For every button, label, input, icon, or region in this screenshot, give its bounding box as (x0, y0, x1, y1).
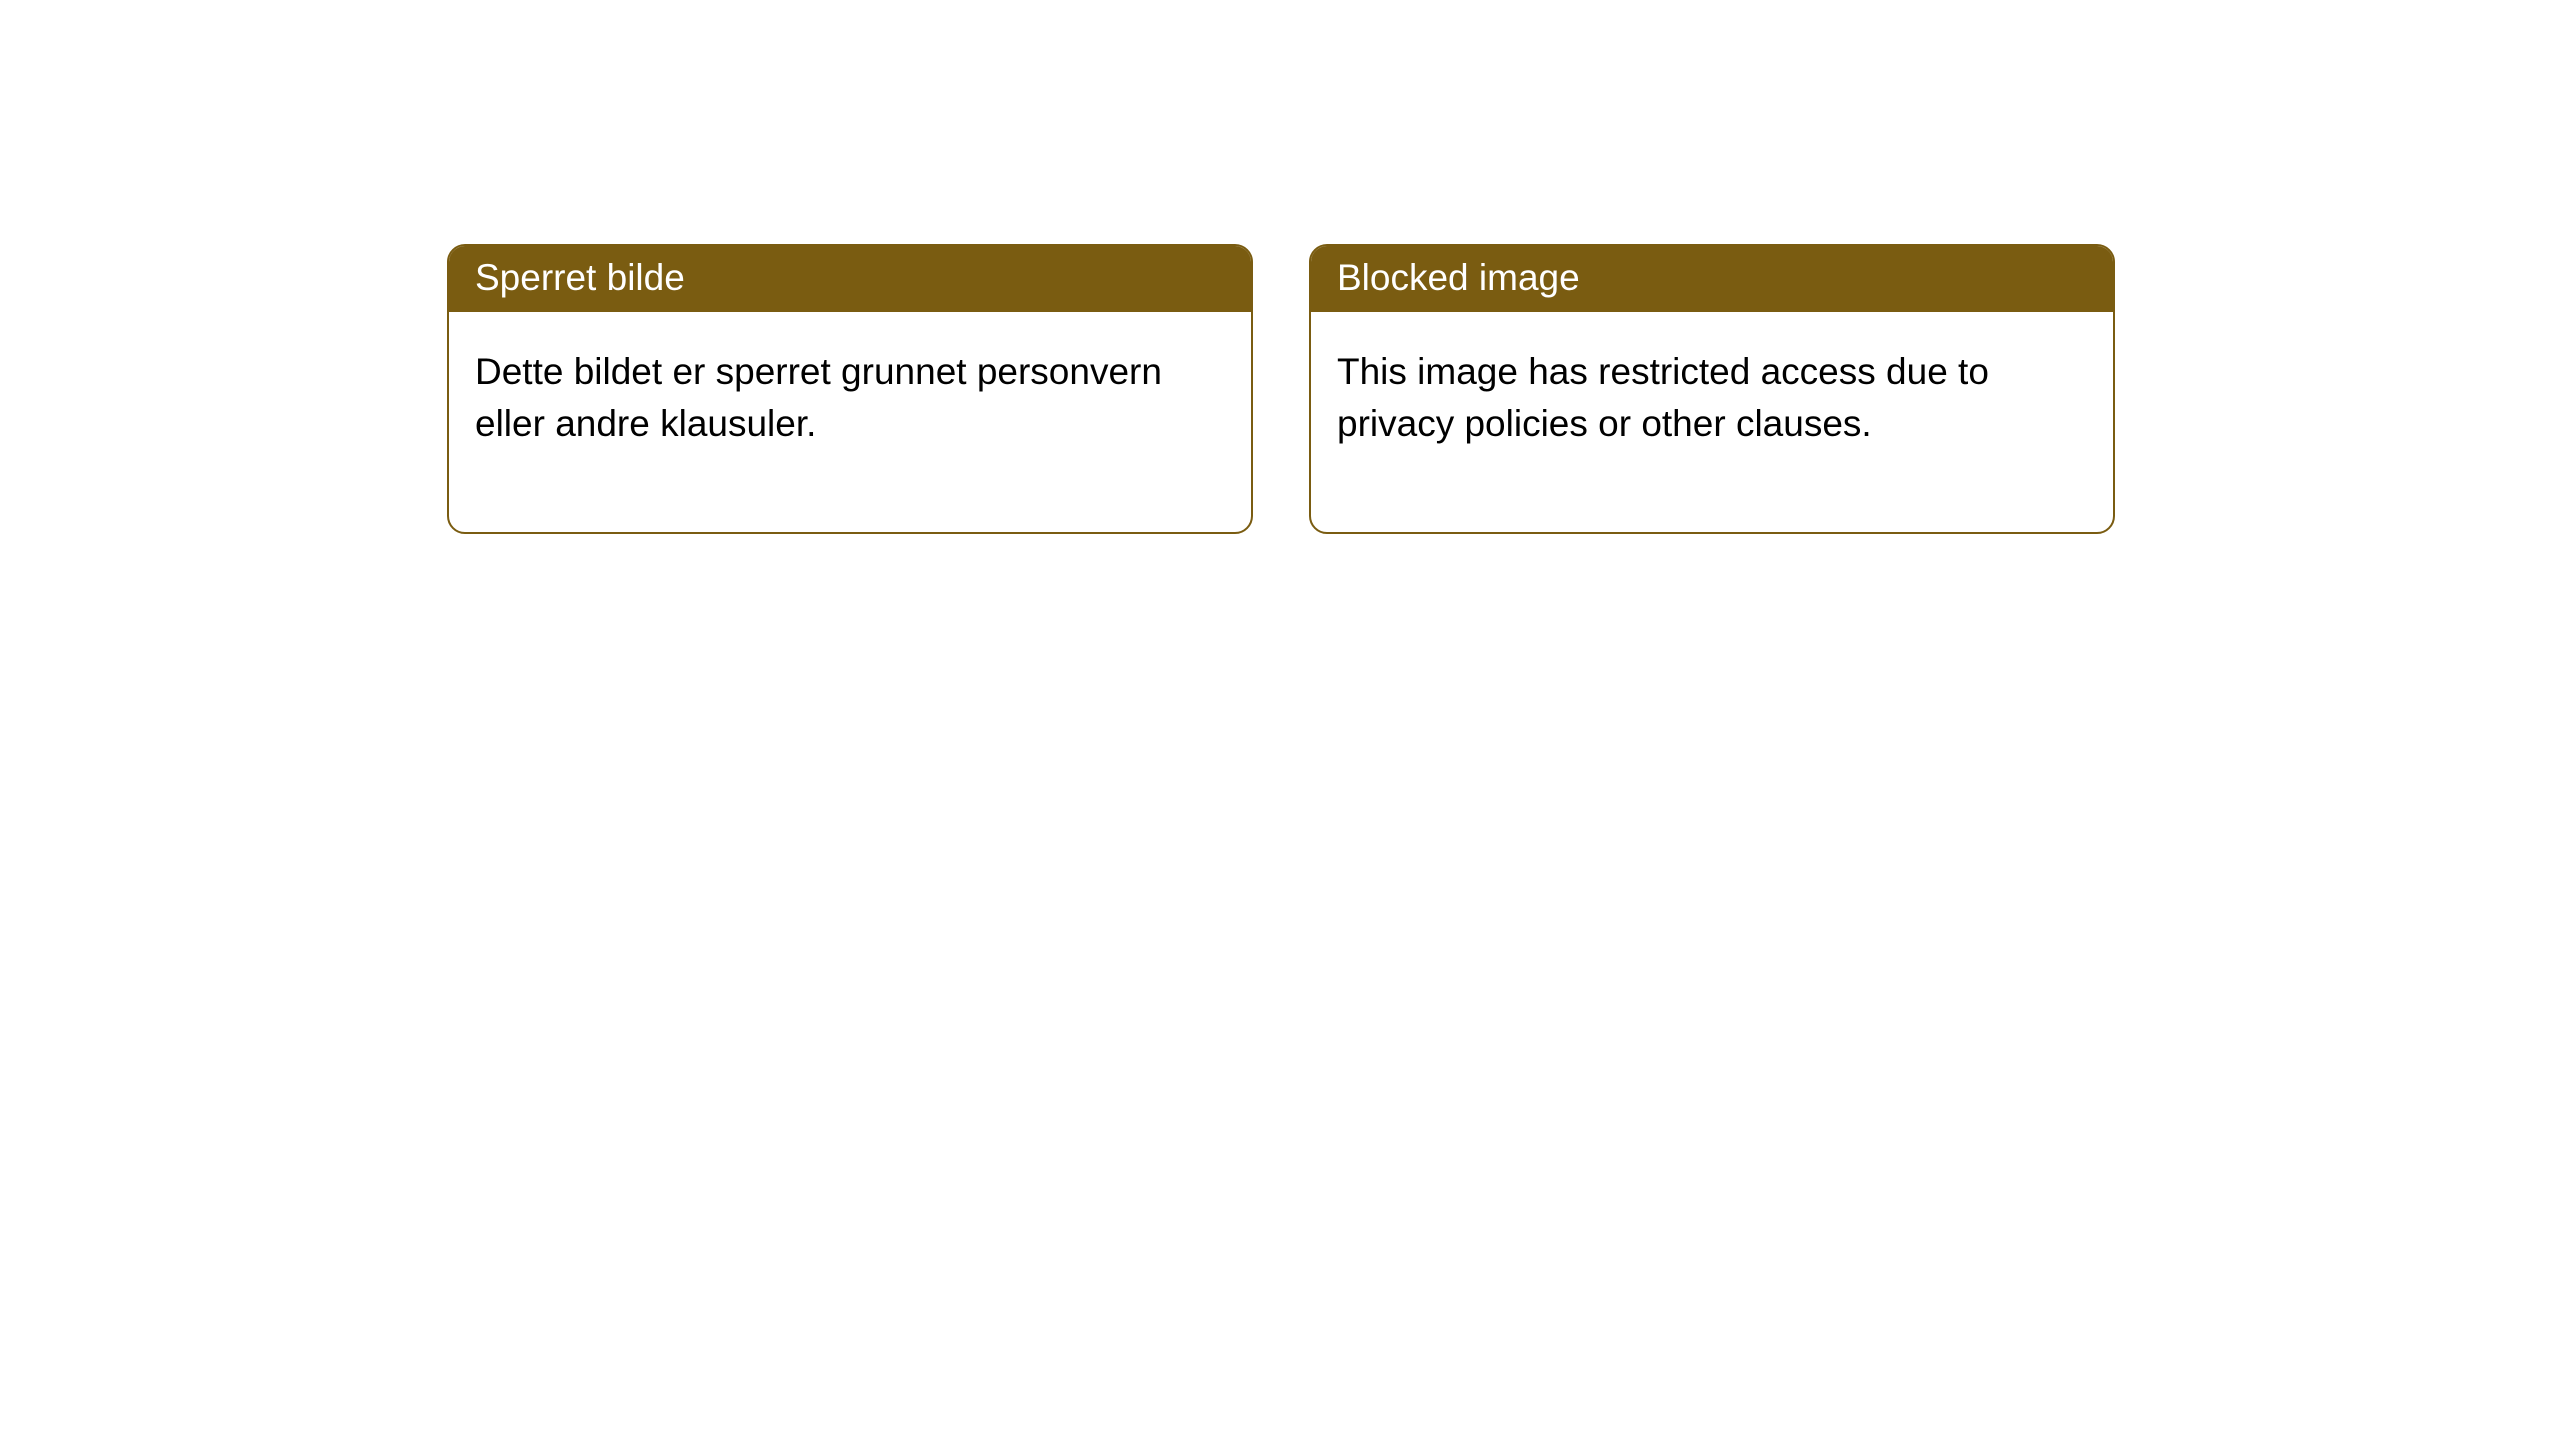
notice-body: Dette bildet er sperret grunnet personve… (449, 312, 1251, 532)
notice-card-norwegian: Sperret bilde Dette bildet er sperret gr… (447, 244, 1253, 534)
notice-container: Sperret bilde Dette bildet er sperret gr… (0, 0, 2560, 534)
notice-title: Blocked image (1311, 246, 2113, 312)
notice-title: Sperret bilde (449, 246, 1251, 312)
notice-card-english: Blocked image This image has restricted … (1309, 244, 2115, 534)
notice-body: This image has restricted access due to … (1311, 312, 2113, 532)
